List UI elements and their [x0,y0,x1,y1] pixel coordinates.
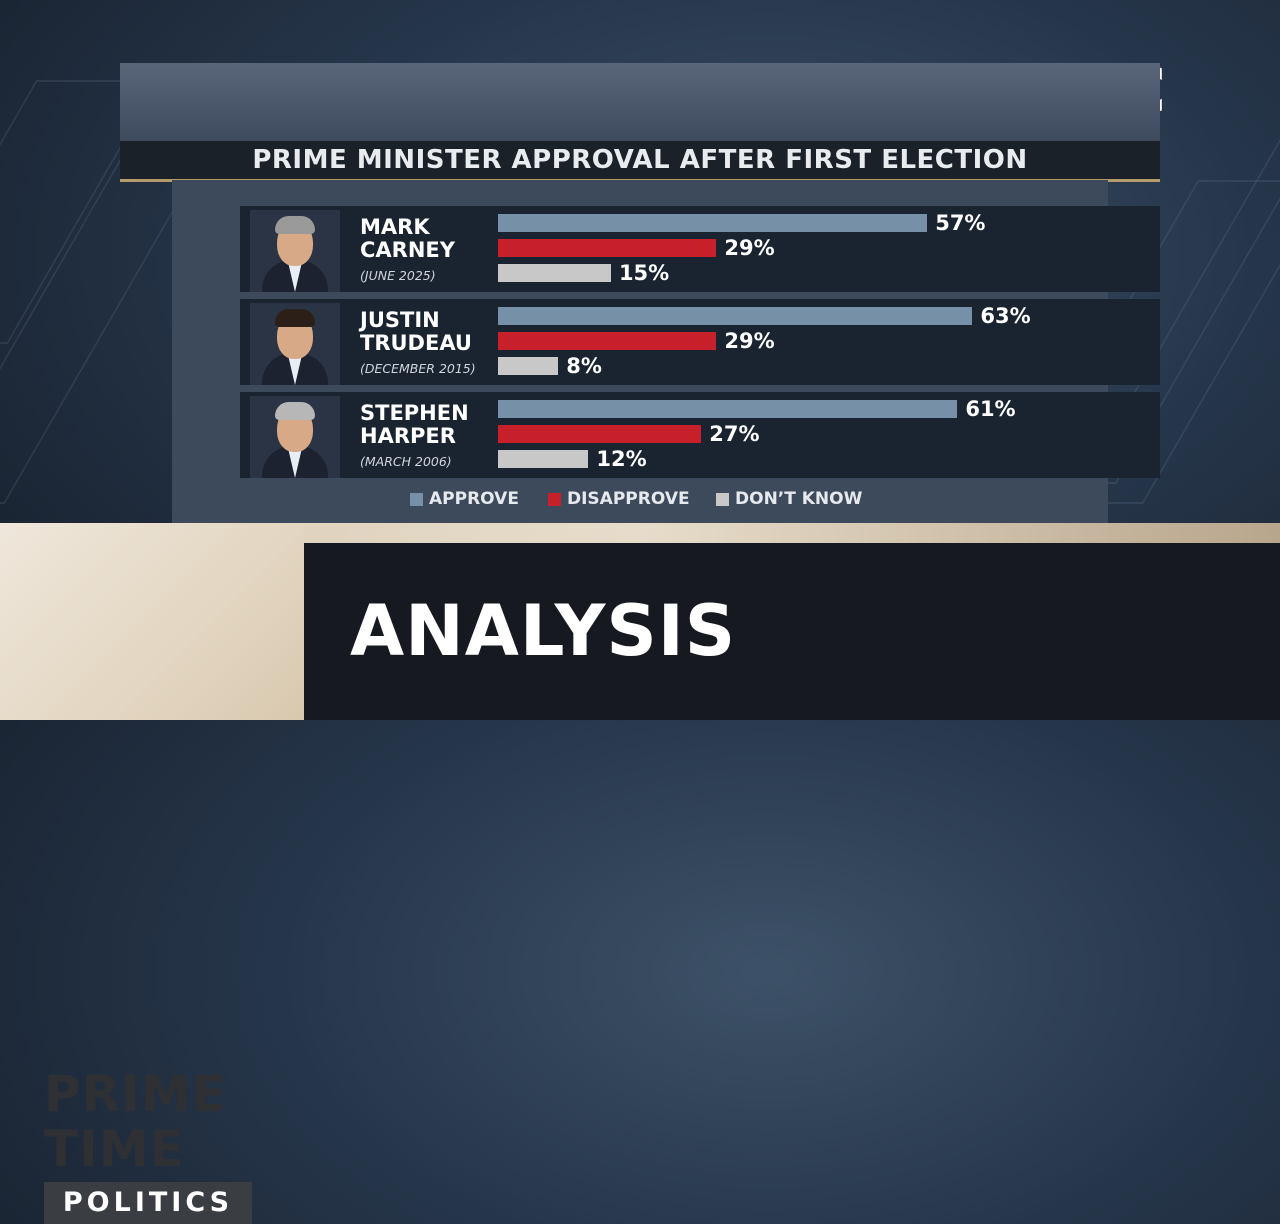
bar-value-label: 15% [618,261,670,285]
title-bar: PRIME MINISTER APPROVAL AFTER FIRST ELEC… [120,141,1160,182]
bar-disapprove [498,332,717,350]
bar-don-t-know [498,450,589,468]
pm-name-line2: TRUDEAU [360,331,472,355]
program-line1: PRIME [44,1065,227,1123]
trudeau-portrait-icon [250,303,340,385]
carney-portrait-icon [250,210,340,292]
pm-date: (MARCH 2006) [360,454,452,469]
pm-name-line1: JUSTIN [360,308,440,332]
bar-value-label: 29% [724,329,775,353]
bar-disapprove [498,425,702,443]
legend-label: APPROVE [429,489,519,509]
program-line3: POLITICS [44,1182,252,1224]
bar-value-label: 61% [965,397,1016,421]
legend-swatch [548,493,561,506]
bar-approve [498,214,928,232]
pm-name-line1: STEPHEN [360,401,469,425]
legend-label: DISAPPROVE [567,489,690,509]
lower-third-band: ANALYSIS [304,543,1280,720]
bar-don-t-know [498,357,559,375]
approval-graphic: PRIME MINISTER APPROVAL AFTER FIRST ELEC… [120,63,1160,523]
bar-value-label: 27% [709,422,760,446]
pm-date: (DECEMBER 2015) [360,361,476,376]
bar-value-label: 57% [935,211,986,235]
chart-legend: APPROVE DISAPPROVE DON’T KNOW [410,487,890,511]
graphic-header-backdrop [120,63,1160,141]
bar-don-t-know [498,264,611,282]
bar-disapprove [498,239,717,257]
pm-name: JUSTIN TRUDEAU [360,309,490,355]
bar-approve [498,400,958,418]
harper-portrait-icon [250,396,340,478]
bar-value-label: 63% [980,304,1031,328]
bar-value-label: 12% [596,447,647,471]
bar-approve [498,307,973,325]
pm-name: MARK CARNEY [360,216,490,262]
pm-row: MARK CARNEY (JUNE 2025) [240,206,1160,292]
bar-value-label: 8% [566,354,602,378]
segment-title: ANALYSIS [350,590,737,672]
pm-name: STEPHEN HARPER [360,402,490,448]
chart-title: PRIME MINISTER APPROVAL AFTER FIRST ELEC… [252,145,1028,175]
pm-name-line2: HARPER [360,424,456,448]
pm-date: (JUNE 2025) [360,268,436,283]
bar-value-label: 29% [724,236,775,260]
pm-name-line1: MARK [360,215,430,239]
legend-swatch [716,493,729,506]
program-line2: TIME [44,1120,185,1178]
legend-label: DON’T KNOW [735,489,863,509]
legend-swatch [410,493,423,506]
program-logo: PRIME TIME POLITICS [0,523,304,1224]
lower-third-divider [0,523,1280,543]
pm-name-line2: CARNEY [360,238,455,262]
